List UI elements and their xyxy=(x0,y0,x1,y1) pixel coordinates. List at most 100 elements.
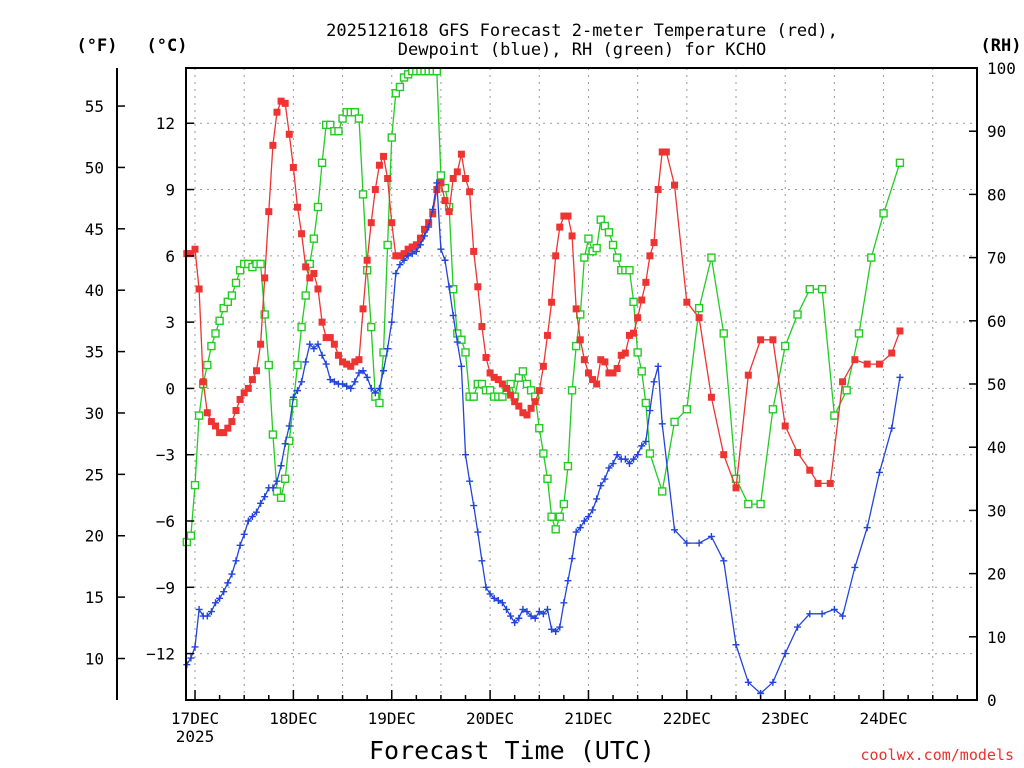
temperature-point xyxy=(240,389,248,397)
dewpoint-point xyxy=(806,610,814,618)
dewpoint-point xyxy=(531,614,539,622)
fahrenheit-tick-label: 35 xyxy=(85,343,104,362)
temperature-point xyxy=(498,380,506,388)
dewpoint-point xyxy=(543,605,551,613)
temperature-point xyxy=(523,411,531,419)
dewpoint-point xyxy=(605,464,613,472)
temperature-point xyxy=(654,186,662,194)
temperature-point xyxy=(203,409,211,417)
chart-title-line2: Dewpoint (blue), RH (green) for KCHO xyxy=(398,40,766,60)
rh-point xyxy=(559,499,569,509)
temperature-point xyxy=(293,203,301,211)
dewpoint-point xyxy=(302,358,310,366)
dewpoint-point xyxy=(224,579,232,587)
temperature-point xyxy=(404,245,412,253)
rh-tick-label: 70 xyxy=(987,249,1006,268)
rh-point xyxy=(867,253,876,262)
rh-point xyxy=(354,114,364,123)
dewpoint-point xyxy=(490,594,498,602)
rh-point xyxy=(186,531,196,540)
rh-point xyxy=(842,386,851,395)
dewpoint-point xyxy=(548,625,556,633)
temperature-point xyxy=(310,270,318,278)
rh-point xyxy=(309,234,319,243)
dewpoint-point xyxy=(839,612,847,620)
rh-point xyxy=(641,398,651,408)
dewpoint-point xyxy=(433,179,441,187)
temperature-point xyxy=(781,422,789,430)
temperature-point xyxy=(683,298,691,306)
dewpoint-point xyxy=(240,530,248,538)
temperature-point xyxy=(646,252,654,260)
dewpoint-point xyxy=(457,362,465,370)
dewpoint-point xyxy=(630,455,638,463)
rh-tick-label: 50 xyxy=(987,375,1006,394)
rh-point xyxy=(793,310,802,319)
rh-point xyxy=(506,379,515,389)
temperature-point xyxy=(806,466,814,474)
rh-point xyxy=(756,499,765,509)
dewpoint-point xyxy=(863,524,871,532)
temperature-point xyxy=(216,429,224,437)
dewpoint-point xyxy=(388,318,396,326)
source-credit: coolwx.com/models xyxy=(860,746,1014,764)
temperature-point xyxy=(408,243,416,251)
dewpoint-point xyxy=(793,623,801,631)
dewpoint-point xyxy=(621,455,629,463)
temperature-point xyxy=(507,391,515,399)
dewpoint-point xyxy=(535,608,543,616)
dewpoint-point xyxy=(744,678,752,686)
temperature-point xyxy=(470,247,478,255)
dewpoint-point xyxy=(207,608,215,616)
dewpoint-point xyxy=(593,495,601,503)
temperature-point xyxy=(576,336,584,344)
rh-point xyxy=(571,341,581,351)
temperature-point xyxy=(441,197,449,205)
temperature-point xyxy=(564,212,572,220)
celsius-tick-label: 9 xyxy=(165,181,175,200)
celsius-tick-label: 12 xyxy=(156,114,175,133)
temperature-point xyxy=(232,407,240,415)
rh-point xyxy=(547,512,556,521)
temperature-point xyxy=(416,234,424,242)
rh-point xyxy=(280,474,290,483)
celsius-tick-label: 3 xyxy=(165,313,175,332)
dewpoint-point xyxy=(646,407,654,415)
dewpoint-point xyxy=(642,437,650,445)
temperature-point xyxy=(601,358,609,366)
rh-point xyxy=(719,329,728,338)
plot-frame xyxy=(185,67,978,701)
temperature-point xyxy=(695,314,703,322)
rh-tick-label: 40 xyxy=(987,438,1006,457)
dewpoint-point xyxy=(830,605,838,613)
fahrenheit-tick-label: 40 xyxy=(85,281,104,300)
dewpoint-point xyxy=(875,468,883,476)
temperature-point xyxy=(298,230,306,238)
dewpoint-point xyxy=(523,608,531,616)
rh-point xyxy=(227,291,237,300)
dewpoint-point xyxy=(572,528,580,536)
rh-point xyxy=(395,82,405,92)
temperature-point xyxy=(236,395,244,403)
dewpoint-point xyxy=(306,340,314,348)
dewpoint-point xyxy=(236,541,244,549)
dewpoint-point xyxy=(851,563,859,571)
temperature-point xyxy=(671,181,679,189)
temperature-point xyxy=(584,369,592,377)
temperature-point xyxy=(605,369,613,377)
dewpoint-point xyxy=(367,384,375,392)
dewpoint-point xyxy=(625,460,633,468)
rh-point xyxy=(317,158,327,168)
temperature-point xyxy=(306,274,314,282)
dewpoint-point xyxy=(781,650,789,658)
temperature-point xyxy=(425,219,433,227)
temperature-point xyxy=(634,314,642,322)
axis-ticks: 129630−3−6−9−125550454035302520151010090… xyxy=(85,59,1016,746)
rh-point xyxy=(817,285,827,294)
temperature-point xyxy=(539,362,547,370)
temperature-point xyxy=(527,404,535,412)
temperature-point xyxy=(334,351,342,359)
dewpoint-point xyxy=(273,477,281,485)
rh-point xyxy=(707,253,716,262)
dewpoint-point xyxy=(589,506,597,514)
